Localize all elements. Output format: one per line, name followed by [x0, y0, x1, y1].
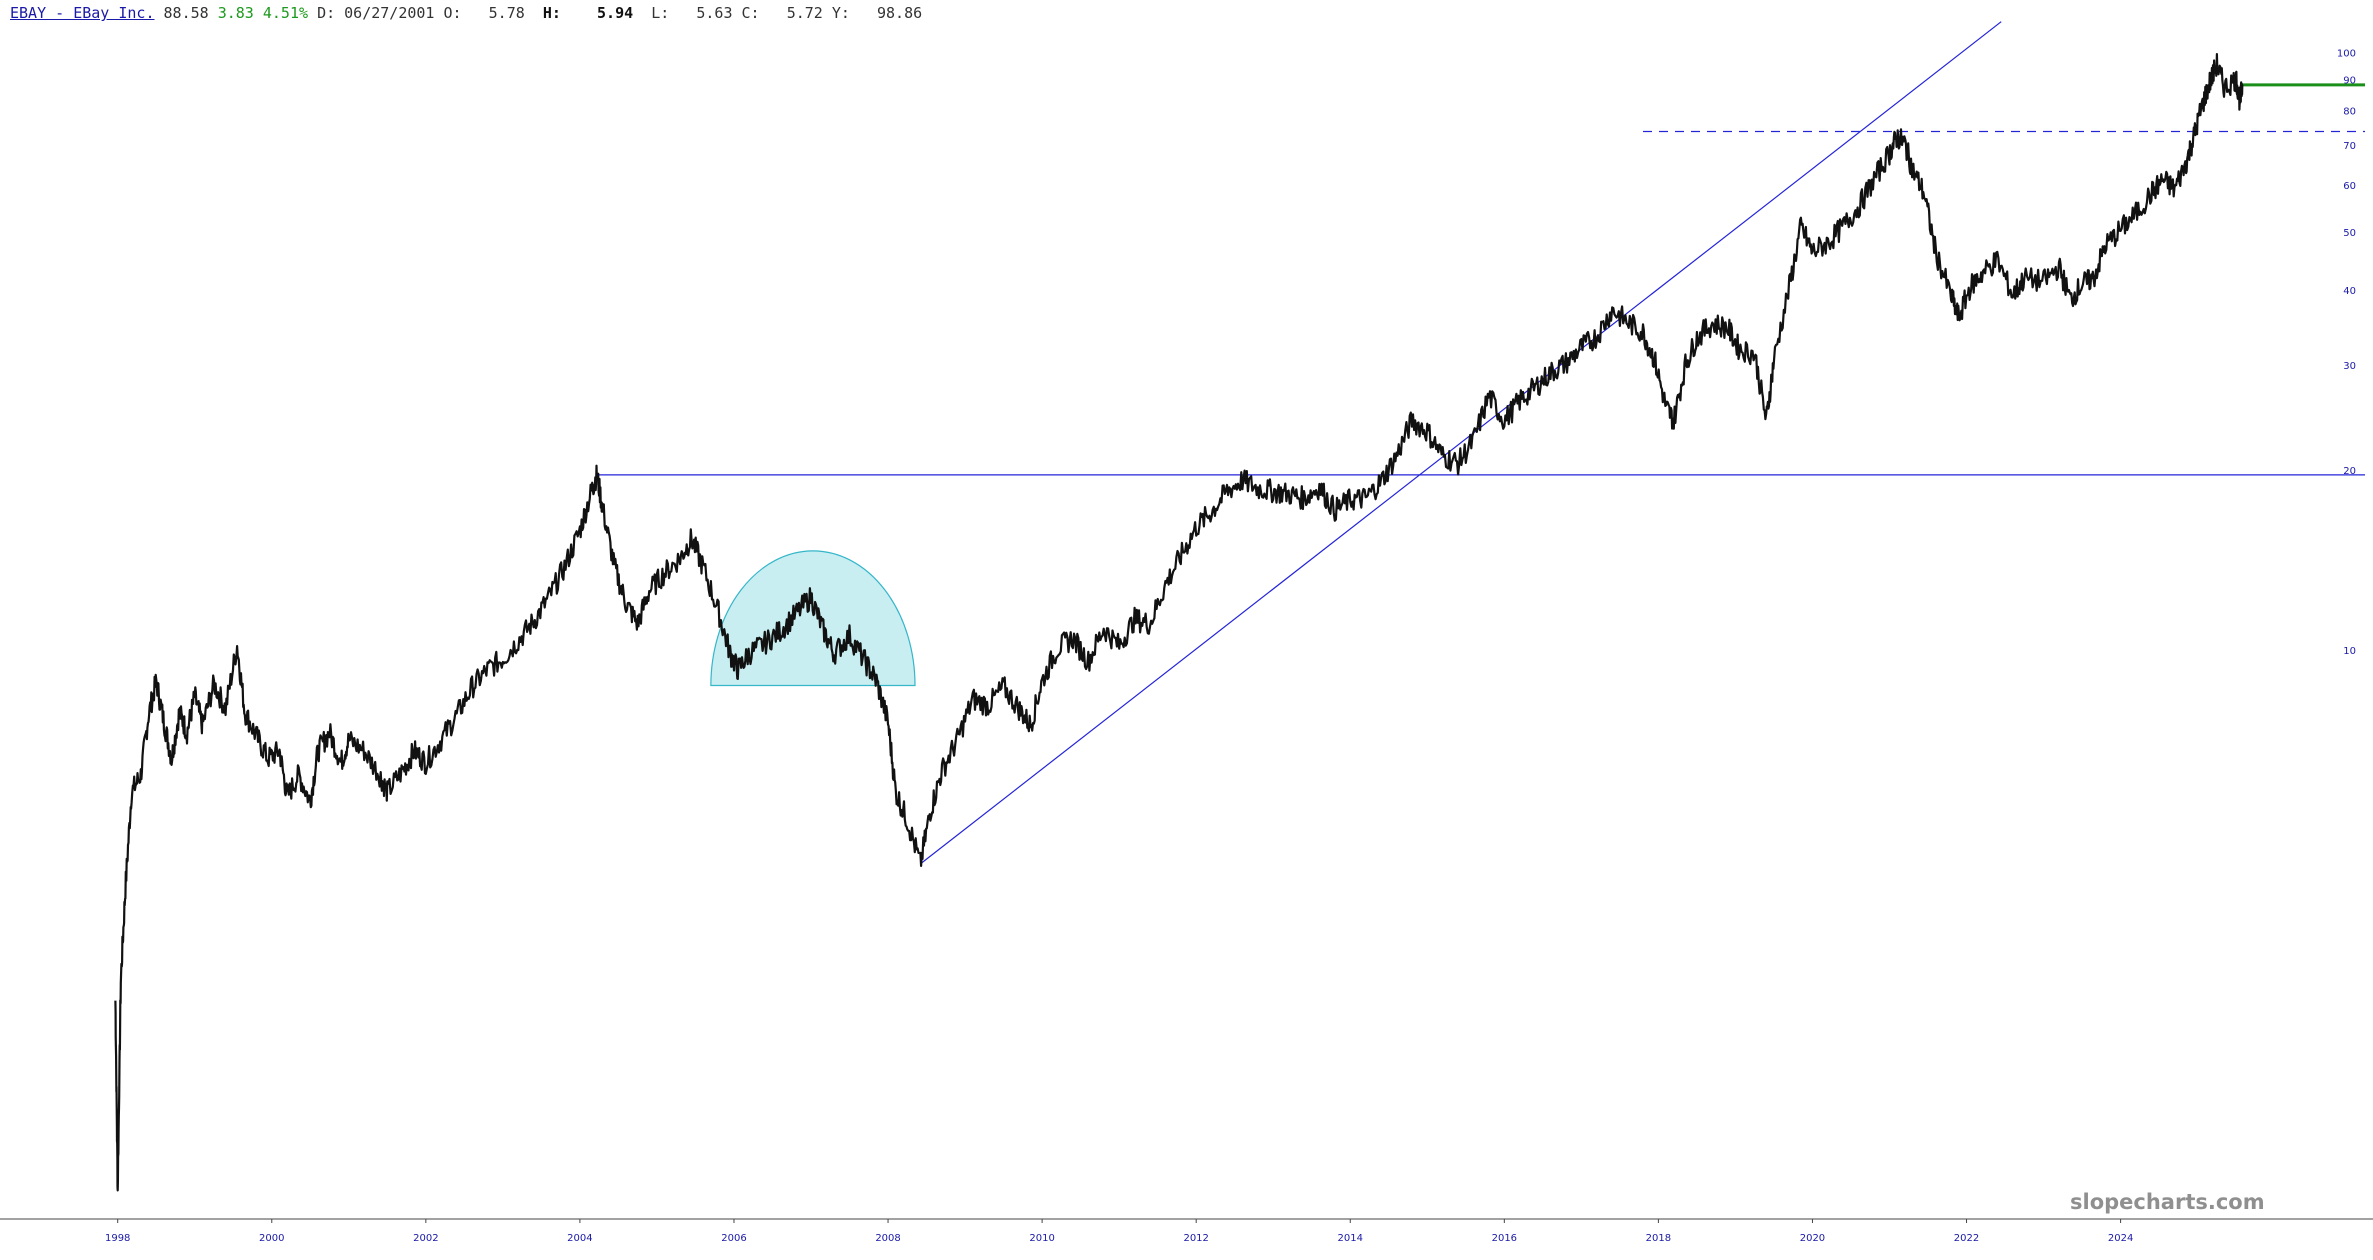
close-label: C: — [741, 4, 760, 22]
x-tick-label: 2014 — [1338, 1233, 1363, 1244]
y-tick-label: 10 — [2343, 646, 2356, 657]
year-high-value: 98.86 — [877, 4, 923, 22]
y-tick-label: 100 — [2337, 48, 2356, 59]
x-tick-label: 2010 — [1029, 1233, 1054, 1244]
quote-header: EBAY - EBay Inc. 88.58 3.83 4.51% D: 06/… — [10, 4, 922, 22]
x-tick-label: 2018 — [1646, 1233, 1671, 1244]
x-tick-label: 2006 — [721, 1233, 746, 1244]
x-tick-label: 2004 — [567, 1233, 592, 1244]
x-tick-label: 2008 — [875, 1233, 900, 1244]
rising-trendline — [920, 21, 2002, 865]
price-series — [114, 53, 2244, 1192]
x-tick-label: 2024 — [2108, 1233, 2133, 1244]
price-axis: 10 20 30 40 50 60 70 80 90 100 — [2337, 48, 2356, 656]
y-tick-label: 90 — [2343, 76, 2356, 87]
high-label: H: — [542, 4, 561, 22]
y-tick-label: 50 — [2343, 228, 2356, 239]
low-value: 5.63 — [696, 4, 733, 22]
date-value: 06/27/2001 — [344, 4, 435, 22]
x-tick-label: 2000 — [259, 1233, 284, 1244]
y-tick-label: 20 — [2343, 466, 2356, 477]
high-value: 5.94 — [597, 4, 634, 22]
x-tick-label: 2016 — [1492, 1233, 1517, 1244]
y-tick-label: 40 — [2343, 286, 2356, 297]
open-label: O: — [443, 4, 462, 22]
price-change: 3.83 — [217, 4, 254, 22]
y-tick-label: 70 — [2343, 141, 2356, 152]
low-label: L: — [651, 4, 670, 22]
x-tick-label: 2002 — [413, 1233, 438, 1244]
ticker-link[interactable]: EBAY - EBay Inc. — [10, 4, 155, 22]
x-tick-label: 2012 — [1183, 1233, 1208, 1244]
price-line — [114, 53, 2244, 1192]
y-tick-label: 30 — [2343, 361, 2356, 372]
close-value: 5.72 — [786, 4, 823, 22]
x-tick-label: 2022 — [1954, 1233, 1979, 1244]
watermark: slopecharts.com — [2070, 1190, 2265, 1214]
year-high-label: Y: — [831, 4, 850, 22]
x-tick-label: 2020 — [1800, 1233, 1825, 1244]
last-price: 88.58 — [163, 4, 209, 22]
open-value: 5.78 — [488, 4, 525, 22]
y-tick-label: 80 — [2343, 106, 2356, 117]
price-change-pct: 4.51% — [262, 4, 309, 22]
y-tick-label: 60 — [2343, 181, 2356, 192]
time-axis: 1998 2000 2002 2004 2006 2008 2010 2012 2014 2016… — [0, 1218, 2373, 1244]
x-tick-label: 1998 — [105, 1233, 130, 1244]
date-label: D: — [317, 4, 336, 22]
drawing-overlays — [596, 21, 2365, 865]
